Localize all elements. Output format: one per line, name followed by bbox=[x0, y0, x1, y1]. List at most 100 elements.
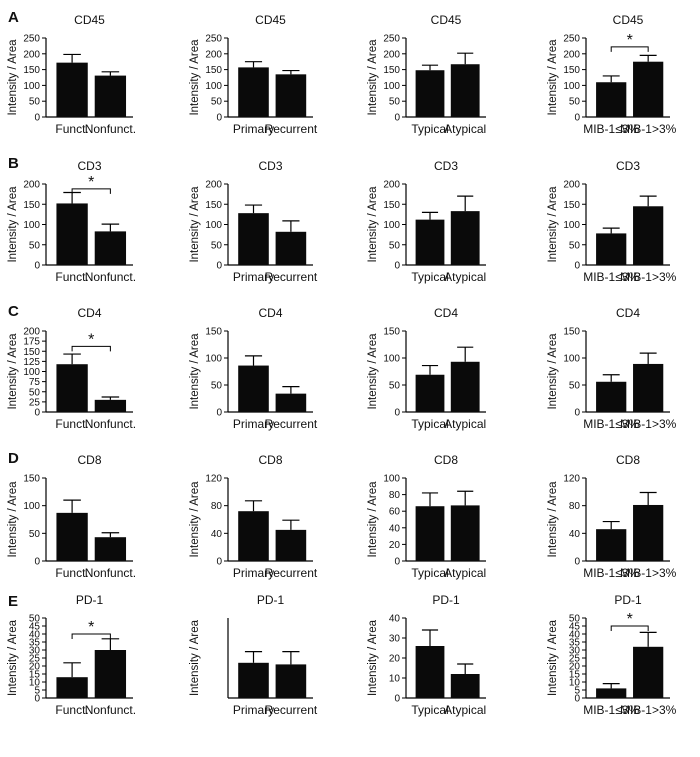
category-label: Primary bbox=[233, 417, 274, 431]
bar bbox=[633, 646, 664, 698]
chart-title: CD4 bbox=[77, 306, 101, 320]
category-label: Funct. bbox=[55, 122, 88, 136]
bar bbox=[415, 506, 445, 561]
y-tick-label: 100 bbox=[205, 354, 222, 365]
y-axis-label: Intensity / Area bbox=[7, 481, 19, 558]
bar bbox=[94, 231, 127, 265]
y-axis-label: Intensity / Area bbox=[367, 333, 379, 410]
bar bbox=[275, 664, 307, 698]
chart-title: CD45 bbox=[613, 13, 644, 27]
y-tick-label: 15 bbox=[569, 670, 581, 681]
bar-chart: CD8 Intensity / Area 0 40 80 120 PrimaryRecurr… bbox=[189, 453, 318, 580]
y-tick-label: 0 bbox=[216, 557, 222, 568]
y-axis-label: Intensity / Area bbox=[547, 333, 559, 410]
y-tick-label: 40 bbox=[389, 614, 401, 625]
chart-title: PD-1 bbox=[614, 593, 642, 607]
chart-title: CD4 bbox=[616, 306, 640, 320]
y-tick-label: 150 bbox=[23, 200, 40, 211]
chart-title: CD3 bbox=[258, 159, 282, 173]
y-tick-label: 100 bbox=[563, 354, 580, 365]
y-tick-label: 0 bbox=[216, 408, 222, 419]
bar-chart: CD3 Intensity / Area 0 50 100 150 200 TypicalAt… bbox=[367, 159, 486, 284]
y-tick-label: 0 bbox=[34, 261, 40, 272]
y-tick-label: 50 bbox=[29, 240, 41, 251]
category-label: Atypical bbox=[444, 417, 486, 431]
bar bbox=[238, 511, 269, 561]
y-tick-label: 45 bbox=[29, 622, 41, 633]
y-tick-label: 60 bbox=[389, 507, 401, 518]
y-tick-label: 150 bbox=[23, 474, 40, 485]
y-tick-label: 0 bbox=[34, 408, 40, 419]
category-label: Nonfunct. bbox=[85, 566, 136, 580]
y-tick-label: 150 bbox=[563, 65, 580, 76]
bar-chart: CD45 Intensity / Area 0 50 100 150 200 250 Typic… bbox=[367, 13, 486, 136]
y-tick-label: 150 bbox=[383, 200, 400, 211]
category-label: Recurrent bbox=[265, 270, 318, 284]
category-label: MIB-1≤3% bbox=[583, 122, 639, 136]
panel-letter: B bbox=[8, 155, 19, 172]
y-tick-label: 30 bbox=[29, 646, 41, 657]
category-label: Typical bbox=[411, 417, 448, 431]
y-tick-label: 20 bbox=[29, 662, 41, 673]
bar bbox=[633, 206, 664, 265]
y-tick-label: 35 bbox=[569, 638, 581, 649]
panel-letter: A bbox=[8, 9, 19, 26]
category-label: Nonfunct. bbox=[85, 122, 136, 136]
bar bbox=[94, 399, 127, 412]
bar bbox=[596, 381, 627, 412]
bar bbox=[56, 203, 88, 265]
y-axis-label: Intensity / Area bbox=[189, 39, 201, 116]
y-tick-label: 200 bbox=[383, 180, 400, 191]
significance-bracket bbox=[71, 633, 111, 639]
chart-title: CD8 bbox=[616, 453, 640, 467]
panel-letter: D bbox=[8, 450, 19, 467]
bar-chart: CD8 Intensity / Area 0 50 100 150 Funct.Nonfun… bbox=[7, 453, 136, 580]
y-tick-label: 30 bbox=[569, 646, 581, 657]
y-tick-label: 15 bbox=[29, 670, 41, 681]
y-axis-label: Intensity / Area bbox=[189, 619, 201, 696]
y-tick-label: 40 bbox=[569, 630, 581, 641]
bar bbox=[450, 674, 480, 698]
bar bbox=[94, 650, 127, 698]
y-tick-label: 200 bbox=[205, 49, 222, 60]
y-tick-label: 100 bbox=[563, 81, 580, 92]
y-tick-label: 120 bbox=[205, 474, 222, 485]
y-tick-label: 0 bbox=[394, 261, 400, 272]
category-label: Funct. bbox=[55, 417, 88, 431]
y-tick-label: 40 bbox=[569, 529, 581, 540]
bar-chart: CD3 Intensity / Area 0 50 100 150 200 PrimaryRe… bbox=[189, 159, 318, 284]
y-tick-label: 250 bbox=[205, 34, 222, 45]
y-tick-label: 150 bbox=[383, 327, 400, 338]
bar-chart: CD8 Intensity / Area 0 20 40 60 80 100 TypicalAt… bbox=[367, 453, 486, 580]
category-label: Nonfunct. bbox=[85, 417, 136, 431]
bar-chart: CD4 Intensity / Area 0 50 100 150 MIB-1≤3%MIB-… bbox=[547, 306, 677, 431]
y-tick-label: 40 bbox=[211, 529, 223, 540]
y-tick-label: 175 bbox=[23, 337, 40, 348]
category-label: Atypical bbox=[444, 703, 486, 717]
bar-chart: PD-1 Intensity / Area 05101520253035404550… bbox=[547, 593, 677, 717]
category-label: MIB-1>3% bbox=[620, 566, 677, 580]
significance-marker: * bbox=[88, 331, 94, 348]
category-label: MIB-1≤3% bbox=[583, 566, 639, 580]
y-tick-label: 100 bbox=[563, 220, 580, 231]
y-tick-label: 150 bbox=[23, 347, 40, 358]
y-tick-label: 10 bbox=[389, 674, 401, 685]
category-label: Recurrent bbox=[265, 122, 318, 136]
bar bbox=[415, 70, 445, 117]
y-tick-label: 125 bbox=[23, 357, 40, 368]
y-tick-label: 50 bbox=[569, 97, 581, 108]
chart-title: CD45 bbox=[74, 13, 105, 27]
y-tick-label: 0 bbox=[394, 113, 400, 124]
bar-chart: CD4 Intensity / Area 0 50 100 150 TypicalAtypi… bbox=[367, 306, 486, 431]
significance-marker: * bbox=[88, 174, 94, 191]
category-label: Funct. bbox=[55, 703, 88, 717]
bar bbox=[633, 61, 664, 117]
bar bbox=[56, 364, 88, 412]
y-tick-label: 25 bbox=[29, 654, 41, 665]
y-tick-label: 30 bbox=[389, 634, 401, 645]
bar bbox=[56, 512, 88, 561]
y-axis-label: Intensity / Area bbox=[367, 39, 379, 116]
bar bbox=[238, 365, 269, 412]
